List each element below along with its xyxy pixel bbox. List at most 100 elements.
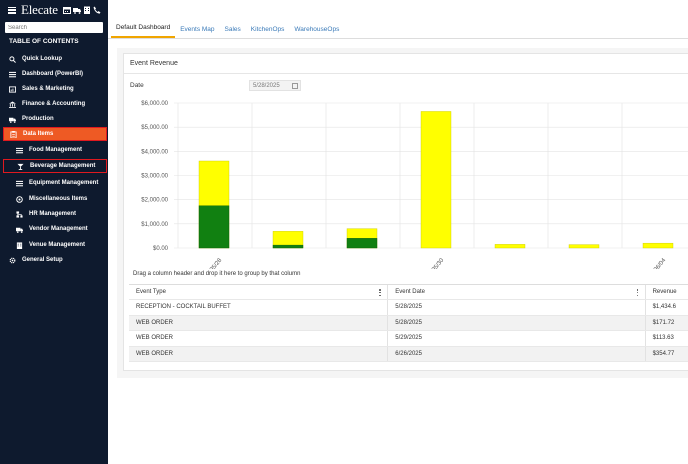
bar-yellow [568,244,600,249]
column-header-event-date[interactable]: Event Date [388,285,646,299]
sidebar-item-general-setup[interactable]: General Setup [0,253,108,267]
sidebar-item-dashboard-powerbi[interactable]: Dashboard (PowerBI) [0,67,108,81]
bar-yellow [494,244,526,249]
y-tick-label: $0.00 [153,246,169,252]
divider [124,73,688,74]
sidebar-item-label: HR Management [29,211,77,217]
brand-logo: Elecate [21,2,58,17]
gear-icon [9,257,16,263]
sidebar-item-food-management[interactable]: Food Management [0,143,108,157]
date-picker[interactable]: 5/28/2025 [249,80,301,91]
cell-event-date: 5/28/2025 [388,315,646,330]
sidebar-item-label: Food Management [29,147,83,153]
grid-header-row: Event Type Event Date Revenue [129,285,688,300]
phone-icon[interactable] [93,6,101,14]
sidebar-item-label: Sales & Marketing [22,86,74,92]
tab-warehouseops[interactable]: WarehouseOps [294,26,340,33]
tab-sales[interactable]: Sales [224,26,241,33]
sidebar-item-label: Vendor Management [29,226,88,232]
sidebar-item-label: Equipment Management [29,180,99,186]
sidebar-item-label: Miscellaneous Items [29,196,88,202]
x-tick-label: 06/04 [653,257,668,269]
event-revenue-card: Event Revenue Date 5/28/2025 $0.00 $1,000… [123,53,688,371]
tab-kitchenops[interactable]: KitchenOps [250,26,285,33]
tab-events-map[interactable]: Events Map [180,26,215,33]
circle-icon [16,195,23,203]
sidebar-item-data-items[interactable]: Data Items [3,127,107,141]
table-row[interactable]: WEB ORDER 6/26/2025 $354.77 [129,346,688,362]
cell-revenue: $113.63 [652,335,674,342]
y-tick-label: $1,000.00 [141,222,168,228]
cell-event-date: 5/28/2025 [388,300,646,315]
sidebar-item-label: Beverage Management [30,163,96,169]
table-row[interactable]: WEB ORDER 5/29/2025 $113.63 [129,331,688,347]
truck-icon [16,227,23,233]
column-header-label: Event Date [395,289,425,295]
cell-event-type: WEB ORDER [129,315,389,330]
table-row[interactable]: RECEPTION - COCKTAIL BUFFET 5/28/2025 $1… [129,300,688,316]
cell-event-date: 5/29/2025 [388,331,646,346]
bar-green [346,238,378,249]
brand-icons [62,6,101,14]
sidebar-item-finance-accounting[interactable]: Finance & Accounting [0,97,108,111]
cell-event-type: RECEPTION - COCKTAIL BUFFET [129,300,389,315]
hamburger-menu-icon[interactable] [8,6,16,14]
column-header-label: Event Type [136,289,166,295]
event-grid: Event Type Event Date Revenue RECEPTION … [129,285,688,362]
tab-default-dashboard[interactable]: Default Dashboard [111,24,176,38]
sidebar-item-label: Quick Lookup [22,56,63,62]
column-menu-icon[interactable] [379,289,381,296]
bar-green [272,244,304,249]
x-tick-label: 05/30 [431,257,446,269]
sidebar: Elecate TABLE OF CONTENTS Quick Lookup D… [0,0,108,464]
sidebar-item-production[interactable]: Production [0,112,108,126]
sidebar-item-quick-lookup[interactable]: Quick Lookup [0,52,108,66]
cell-event-type: WEB ORDER [129,346,389,361]
event-revenue-chart: $0.00 $1,000.00 $2,000.00 $3,000.00 $4,000.0… [141,101,688,269]
x-tick-label: 05/28 [209,257,224,269]
sidebar-item-sales-marketing[interactable]: Sales & Marketing [0,82,108,96]
search-icon [9,55,16,63]
sidebar-item-venue-management[interactable]: Venue Management [0,238,108,252]
y-tick-label: $2,000.00 [141,198,168,204]
bar-yellow [642,242,674,249]
sidebar-item-equipment-management[interactable]: Equipment Management [0,176,108,190]
list-icon [16,180,23,186]
calendar-icon[interactable] [292,83,298,89]
cell-revenue: $354.77 [652,350,675,357]
cell-revenue: $171.72 [652,319,675,326]
column-menu-icon[interactable] [636,289,639,296]
clipboard-icon [10,130,17,138]
bank-icon [9,100,16,108]
y-tick-label: $3,000.00 [141,174,168,180]
sidebar-item-beverage-management[interactable]: Beverage Management [3,159,107,173]
group-by-hint: Drag a column header and drop it here to… [133,271,301,277]
sidebar-item-label: Venue Management [29,242,86,248]
calendar-icon[interactable] [62,6,71,14]
sidebar-item-miscellaneous-items[interactable]: Miscellaneous Items [0,192,108,206]
org-icon [16,210,23,218]
sidebar-item-vendor-management[interactable]: Vendor Management [0,222,108,236]
building-icon [16,241,23,249]
sidebar-item-label: General Setup [22,257,63,263]
cell-event-date: 6/26/2025 [388,346,646,361]
y-tick-label: $5,000.00 [141,125,168,131]
sidebar-item-label: Data Items [23,131,54,137]
bar-green [198,205,230,249]
brand-row: Elecate [0,0,108,20]
column-header-revenue[interactable]: Revenue [646,285,688,299]
cell-event-type: WEB ORDER [129,331,389,346]
y-tick-label: $6,000.00 [141,101,168,107]
tab-bar: Default Dashboard Events Map Sales Kitch… [108,20,688,39]
y-tick-label: $4,000.00 [141,149,168,155]
column-header-event-type[interactable]: Event Type [129,285,389,299]
sidebar-item-hr-management[interactable]: HR Management [0,207,108,221]
truck-icon[interactable] [72,6,81,14]
building-icon[interactable] [83,6,91,14]
date-value: 5/28/2025 [253,82,280,89]
table-row[interactable]: WEB ORDER 5/28/2025 $171.72 [129,315,688,331]
toc-heading: TABLE OF CONTENTS [9,38,79,45]
card-title: Event Revenue [130,60,178,67]
search-input[interactable] [5,22,103,33]
truck-icon [9,117,16,123]
